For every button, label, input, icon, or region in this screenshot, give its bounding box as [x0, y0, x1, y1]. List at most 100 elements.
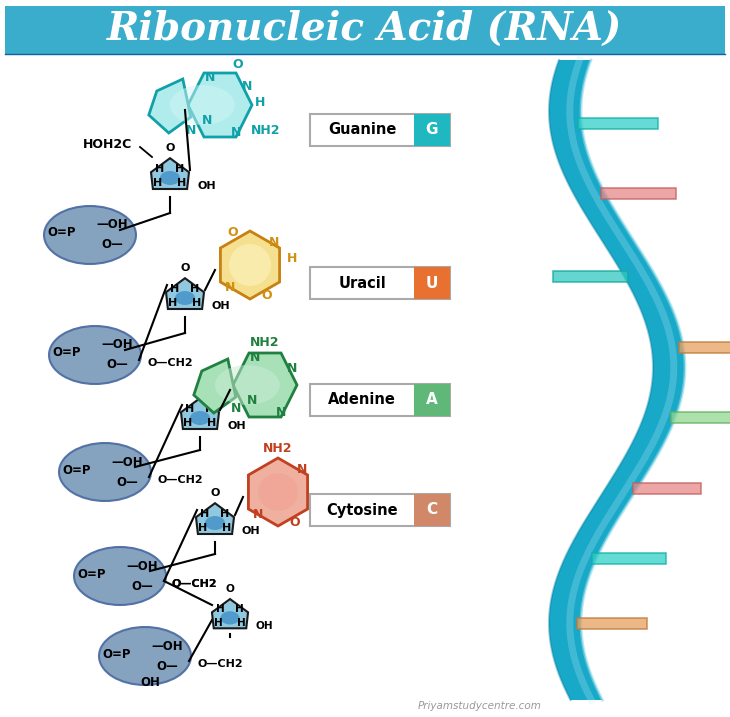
Text: OH: OH	[212, 301, 231, 311]
Text: N: N	[231, 402, 241, 415]
Text: Adenine: Adenine	[328, 392, 396, 407]
Text: NH2: NH2	[250, 336, 280, 349]
Text: H: H	[207, 418, 217, 428]
Text: H: H	[191, 284, 199, 294]
Text: NH2: NH2	[264, 442, 293, 455]
Text: N: N	[224, 280, 235, 293]
Ellipse shape	[170, 85, 235, 125]
Text: N: N	[185, 125, 196, 138]
Text: O—CH2: O—CH2	[197, 659, 242, 669]
Polygon shape	[188, 73, 252, 137]
FancyBboxPatch shape	[5, 6, 725, 54]
Text: Uracil: Uracil	[338, 275, 386, 290]
Text: H: H	[169, 298, 177, 308]
FancyBboxPatch shape	[414, 114, 450, 146]
Text: O—: O—	[101, 239, 123, 252]
Text: O—CH2: O—CH2	[157, 475, 203, 485]
Polygon shape	[166, 278, 204, 309]
Text: N: N	[202, 115, 212, 128]
Text: O=P: O=P	[103, 647, 131, 660]
Text: O: O	[261, 289, 272, 302]
Polygon shape	[220, 231, 280, 299]
Text: O—: O—	[116, 475, 138, 488]
Text: H: H	[287, 252, 297, 265]
Text: A: A	[426, 392, 438, 407]
Text: O: O	[196, 383, 204, 393]
Text: G: G	[426, 123, 438, 138]
Text: N: N	[250, 351, 261, 364]
Text: OH: OH	[140, 675, 160, 688]
Ellipse shape	[59, 443, 151, 501]
Text: H: H	[220, 509, 230, 519]
Polygon shape	[549, 60, 685, 700]
FancyBboxPatch shape	[310, 267, 450, 299]
Text: C: C	[426, 503, 437, 518]
Ellipse shape	[160, 171, 180, 185]
Text: OH: OH	[197, 181, 215, 191]
Text: O=P: O=P	[53, 346, 81, 359]
Text: H: H	[214, 617, 223, 627]
Text: O: O	[165, 143, 174, 153]
Polygon shape	[193, 359, 236, 413]
Text: H: H	[175, 164, 185, 174]
Text: —OH: —OH	[101, 338, 133, 351]
Text: H: H	[155, 164, 165, 174]
Text: OH: OH	[227, 421, 245, 431]
Text: H: H	[177, 178, 187, 188]
Text: O—: O—	[156, 660, 178, 673]
Ellipse shape	[215, 365, 280, 405]
FancyBboxPatch shape	[310, 384, 450, 416]
Text: N: N	[276, 406, 286, 419]
Text: H: H	[216, 604, 225, 614]
Ellipse shape	[229, 244, 271, 286]
Text: N: N	[242, 80, 253, 93]
Text: O: O	[290, 516, 300, 529]
Text: O: O	[228, 226, 238, 239]
Text: Ribonucleic Acid (RNA): Ribonucleic Acid (RNA)	[107, 10, 623, 48]
Text: O—: O—	[106, 358, 128, 371]
Text: H: H	[170, 284, 180, 294]
Text: HOH2C: HOH2C	[83, 138, 133, 151]
Ellipse shape	[74, 547, 166, 605]
Text: Priyamstudycentre.com: Priyamstudycentre.com	[418, 701, 542, 711]
Text: —OH: —OH	[126, 559, 158, 572]
Text: H: H	[183, 418, 193, 428]
FancyBboxPatch shape	[310, 494, 450, 526]
FancyBboxPatch shape	[592, 554, 666, 564]
Text: H: H	[205, 404, 215, 414]
Text: O: O	[226, 584, 234, 594]
Polygon shape	[196, 503, 234, 534]
Ellipse shape	[99, 627, 191, 685]
Ellipse shape	[44, 206, 136, 264]
Text: O—CH2: O—CH2	[147, 358, 193, 368]
FancyBboxPatch shape	[577, 118, 658, 128]
Text: H: H	[153, 178, 163, 188]
FancyBboxPatch shape	[577, 617, 647, 629]
Text: O: O	[180, 263, 190, 273]
Text: O=P: O=P	[47, 227, 76, 239]
Text: N: N	[296, 463, 307, 476]
Text: O: O	[233, 59, 243, 72]
Text: N: N	[253, 508, 263, 521]
Ellipse shape	[175, 291, 195, 305]
Ellipse shape	[49, 326, 141, 384]
Polygon shape	[151, 158, 189, 189]
Text: N: N	[205, 71, 215, 85]
Text: O: O	[210, 488, 220, 498]
Text: O—: O—	[131, 579, 153, 592]
Text: OH: OH	[242, 526, 261, 536]
Text: OH: OH	[255, 621, 273, 631]
Polygon shape	[248, 458, 307, 526]
Text: H: H	[223, 523, 231, 533]
Ellipse shape	[205, 516, 225, 530]
FancyBboxPatch shape	[414, 494, 450, 526]
Polygon shape	[181, 398, 219, 429]
Text: H: H	[237, 617, 246, 627]
Text: N: N	[269, 237, 279, 250]
FancyBboxPatch shape	[672, 412, 730, 424]
Text: H: H	[235, 604, 244, 614]
Text: H: H	[199, 523, 207, 533]
Text: O=P: O=P	[78, 567, 107, 581]
FancyBboxPatch shape	[634, 483, 702, 494]
Text: N: N	[287, 363, 297, 376]
